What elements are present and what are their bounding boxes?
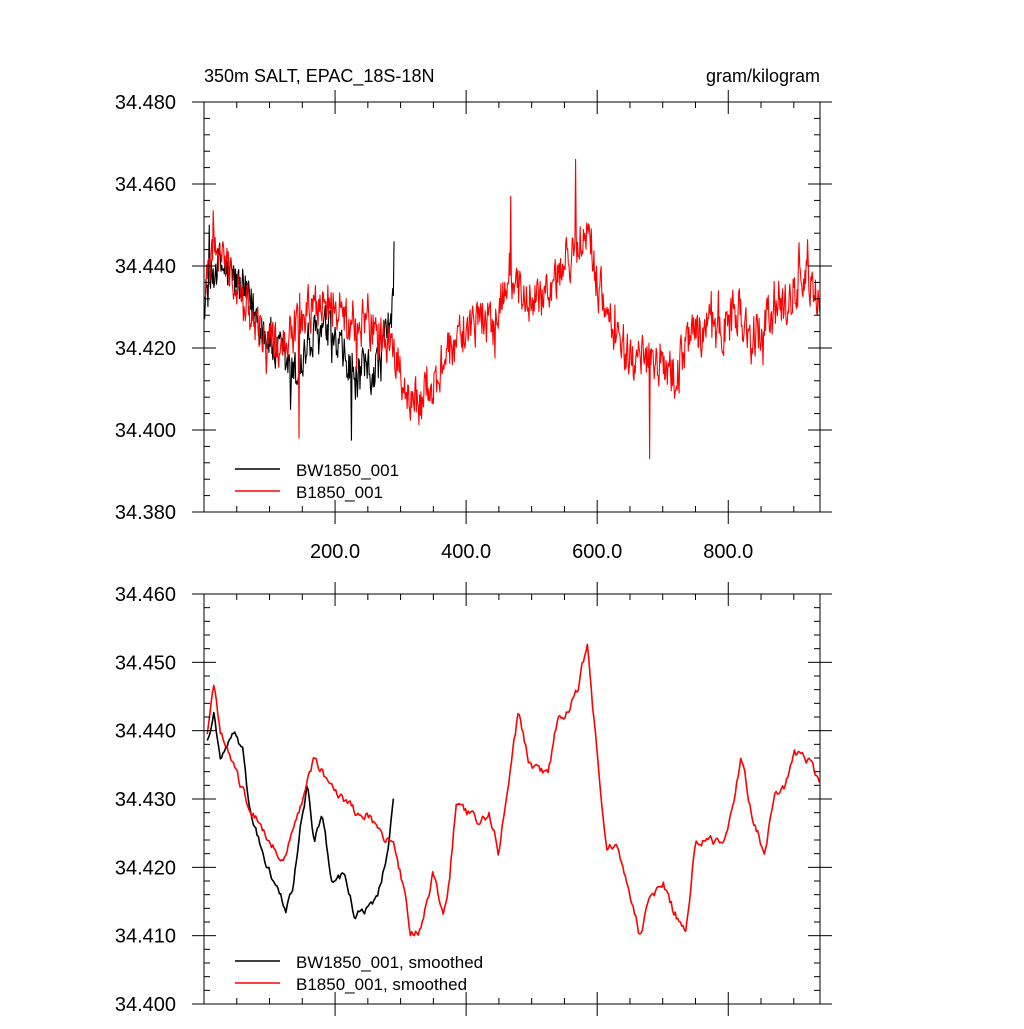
bottom-series-b1850-line [206,643,821,937]
bottom-series-bw1850-line [206,711,395,920]
bottom-ytick-label-1: 34.410 [115,926,176,948]
bottom-panel: 34.400 34.410 34.420 34.430 34.440 34.450 34.4… [115,582,832,1016]
bottom-legend-label-bw: BW1850_001, smoothed [296,953,483,972]
top-series-b1850-line [204,158,821,460]
bottom-ytick-label-3: 34.430 [115,789,176,811]
top-legend: BW1850_001 B1850_001 [235,461,399,502]
bottom-ytick-label-0: 34.400 [115,994,176,1016]
bottom-ytick-label-2: 34.420 [115,857,176,879]
top-ytick-label-4: 34.460 [115,174,176,196]
top-title-right: gram/kilogram [706,66,820,86]
top-ytick-label-2: 34.420 [115,338,176,360]
top-ytick-label-0: 34.380 [115,502,176,524]
top-xtick-label-2: 600.0 [572,541,622,563]
bottom-ytick-label-5: 34.450 [115,652,176,674]
top-ytick-label-1: 34.400 [115,420,176,442]
top-panel: 350m SALT, EPAC_18S-18N gram/kilogram 34… [115,66,832,563]
top-legend-label-bw: BW1850_001 [296,461,399,480]
top-xtick-label-1: 400.0 [441,541,491,563]
top-xtick-label-0: 200.0 [310,541,360,563]
top-ytick-label-3: 34.440 [115,256,176,278]
bottom-plot-frame [203,593,821,1005]
top-plot-frame [203,101,821,513]
bottom-legend: BW1850_001, smoothed B1850_001, smoothed [235,953,483,994]
bottom-ytick-label-6: 34.460 [115,584,176,606]
bottom-ytick-label-4: 34.440 [115,721,176,743]
bottom-legend-label-b: B1850_001, smoothed [296,975,467,994]
top-ytick-label-5: 34.480 [115,92,176,114]
top-xtick-label-3: 800.0 [703,541,753,563]
top-title-left: 350m SALT, EPAC_18S-18N [204,66,434,87]
top-legend-label-b: B1850_001 [296,483,383,502]
